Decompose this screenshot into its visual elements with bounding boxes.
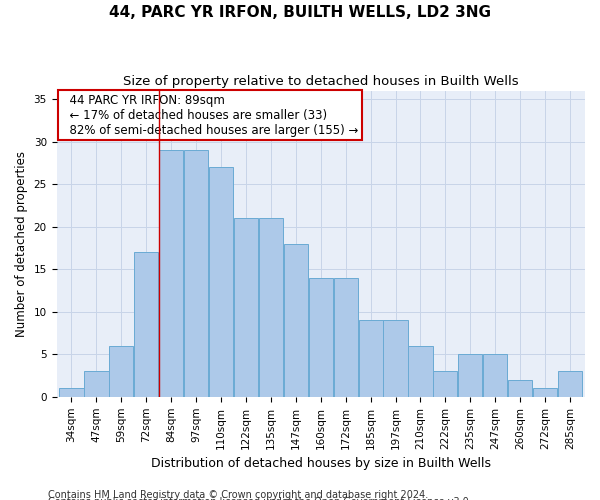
Bar bbox=[409, 346, 433, 397]
Bar bbox=[483, 354, 508, 397]
Bar bbox=[433, 372, 457, 397]
Bar bbox=[259, 218, 283, 397]
Bar bbox=[533, 388, 557, 397]
Bar bbox=[284, 244, 308, 397]
Bar bbox=[134, 252, 158, 397]
Bar bbox=[59, 388, 83, 397]
Text: 44, PARC YR IRFON, BUILTH WELLS, LD2 3NG: 44, PARC YR IRFON, BUILTH WELLS, LD2 3NG bbox=[109, 5, 491, 20]
Bar bbox=[209, 167, 233, 397]
Title: Size of property relative to detached houses in Builth Wells: Size of property relative to detached ho… bbox=[123, 75, 518, 88]
Bar bbox=[109, 346, 133, 397]
X-axis label: Distribution of detached houses by size in Builth Wells: Distribution of detached houses by size … bbox=[151, 457, 491, 470]
Text: 44 PARC YR IRFON: 89sqm
  ← 17% of detached houses are smaller (33)
  82% of sem: 44 PARC YR IRFON: 89sqm ← 17% of detache… bbox=[62, 94, 358, 136]
Y-axis label: Number of detached properties: Number of detached properties bbox=[15, 150, 28, 336]
Text: Contains HM Land Registry data © Crown copyright and database right 2024.: Contains HM Land Registry data © Crown c… bbox=[48, 490, 428, 500]
Bar bbox=[334, 278, 358, 397]
Bar bbox=[184, 150, 208, 397]
Text: Contains public sector information licensed under the Open Government Licence v3: Contains public sector information licen… bbox=[48, 497, 472, 500]
Bar bbox=[234, 218, 258, 397]
Bar bbox=[308, 278, 333, 397]
Bar bbox=[85, 372, 109, 397]
Bar bbox=[359, 320, 383, 397]
Bar bbox=[159, 150, 183, 397]
Bar bbox=[558, 372, 582, 397]
Bar bbox=[383, 320, 407, 397]
Bar bbox=[508, 380, 532, 397]
Bar bbox=[458, 354, 482, 397]
